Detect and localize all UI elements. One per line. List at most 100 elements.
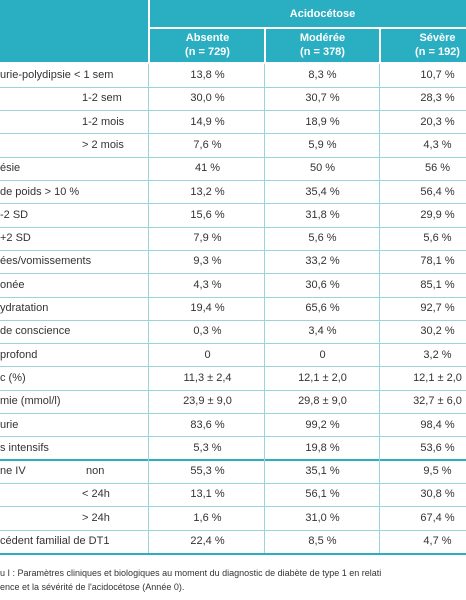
row-sublabel: > 24h (82, 511, 110, 524)
section-line (0, 459, 466, 462)
table-cell: 8,5 % (308, 535, 337, 547)
row-label: c (%) (0, 371, 26, 384)
table-cell: 65,6 % (305, 302, 340, 314)
row-line (0, 506, 466, 508)
row-line (0, 552, 466, 555)
table-cell: 33,2 % (305, 255, 340, 268)
table-cell: 5,3 % (193, 441, 222, 454)
table-cell: 41 % (194, 162, 221, 175)
row-line (0, 86, 466, 88)
row-sublabel: < 24h (82, 488, 110, 501)
row-line (0, 249, 466, 251)
table-cell: 7,9 % (193, 232, 222, 245)
column-line (264, 64, 265, 554)
column-line (148, 64, 149, 554)
row-line (0, 319, 466, 321)
table-cell: 55,3 % (190, 465, 225, 478)
table-cell: 0 (204, 348, 211, 361)
header-divider (379, 29, 381, 62)
table-cell: 9,5 % (423, 465, 452, 478)
table-cell: 5,6 % (308, 232, 337, 245)
row-label: cédent familial de DT1 (0, 535, 110, 547)
table-cell: 15,6 % (190, 208, 225, 221)
table-cell: 92,7 % (420, 302, 455, 314)
row-label: de conscience (0, 325, 71, 338)
table-cell: 31,0 % (305, 511, 340, 524)
table-cell: 32,7 ± 6,0 (413, 395, 462, 408)
row-label: urie (0, 418, 19, 431)
row-line (0, 482, 466, 484)
table-cell: 50 % (309, 162, 336, 175)
row-label: -2 SD (0, 208, 29, 221)
row-label: +2 SD (0, 232, 31, 245)
row-label: ydratation (0, 302, 49, 314)
row-line (0, 436, 466, 438)
row-line (0, 226, 466, 228)
table-cell: 85,1 % (420, 278, 455, 291)
row-label: ne IV (0, 465, 26, 478)
header-divider (148, 0, 150, 62)
column-header: Absente (185, 32, 230, 44)
row-line (0, 413, 466, 414)
table-cell: 29,9 % (420, 208, 455, 221)
row-sublabel: non (86, 465, 105, 478)
table-cell: 20,3 % (420, 115, 455, 128)
table-cell: 14,9 % (190, 115, 225, 128)
row-line (0, 529, 466, 531)
row-label: de poids > 10 % (0, 185, 80, 198)
table-cell: 1,6 % (193, 511, 222, 524)
table-cell: 5,9 % (308, 138, 337, 151)
table-cell: 22,4 % (190, 535, 225, 547)
column-header: Sévère (419, 32, 456, 44)
row-label: onée (0, 278, 25, 291)
table-cell: 78,1 % (420, 255, 455, 268)
table-cell: 7,6 % (193, 138, 222, 151)
column-header: Modérée (299, 32, 346, 44)
table-cell: 30,2 % (420, 325, 455, 338)
row-line (0, 180, 466, 181)
table-cell: 0 (319, 348, 326, 361)
row-label: s intensifs (0, 441, 49, 454)
table-cell: 30,7 % (305, 92, 340, 105)
table-cell: 28,3 % (420, 92, 455, 105)
header-divider (150, 27, 466, 29)
table-cell: 31,8 % (305, 208, 340, 221)
table-cell: 67,4 % (420, 511, 455, 524)
table-cell: 3,2 % (423, 348, 452, 361)
row-label: ées/vomissements (0, 255, 92, 268)
column-count: (n = 378) (300, 46, 345, 58)
table-cell: 19,8 % (305, 441, 340, 454)
table-cell: 35,4 % (305, 185, 340, 198)
table-cell: 3,4 % (308, 325, 337, 338)
row-line (0, 389, 466, 391)
table-cell: 10,7 % (420, 69, 455, 81)
row-line (0, 296, 466, 298)
table-cell: 13,8 % (190, 69, 225, 81)
table-cell: 13,1 % (190, 488, 225, 501)
table-cell: 35,1 % (305, 465, 340, 478)
table-cell: 30,8 % (420, 488, 455, 501)
table-cell: 9,3 % (193, 255, 222, 268)
row-label: mie (mmol/l) (0, 395, 61, 408)
column-line (379, 64, 380, 554)
row-label: profond (0, 348, 38, 361)
table-cell: 56 % (424, 162, 451, 175)
table-cell: 53,6 % (420, 441, 455, 454)
header-band (0, 0, 466, 62)
caption-line: ence et la sévérité de l'acidocétose (An… (0, 582, 185, 592)
column-count: (n = 729) (185, 46, 230, 58)
table-cell: 8,3 % (308, 69, 337, 81)
row-line (0, 343, 466, 345)
table-cell: 4,3 % (423, 138, 452, 151)
table-cell: 30,6 % (305, 278, 340, 291)
table-cell: 56,4 % (420, 185, 455, 198)
table-cell: 12,1 ± 2,0 (413, 371, 462, 384)
table-cell: 5,6 % (423, 232, 452, 245)
table-cell: 30,0 % (190, 92, 225, 105)
table-cell: 29,8 ± 9,0 (298, 395, 347, 408)
row-label: ésie (0, 162, 21, 175)
column-count: (n = 192) (415, 46, 460, 58)
table-cell: 56,1 % (305, 488, 340, 501)
row-sublabel: > 2 mois (82, 138, 124, 151)
